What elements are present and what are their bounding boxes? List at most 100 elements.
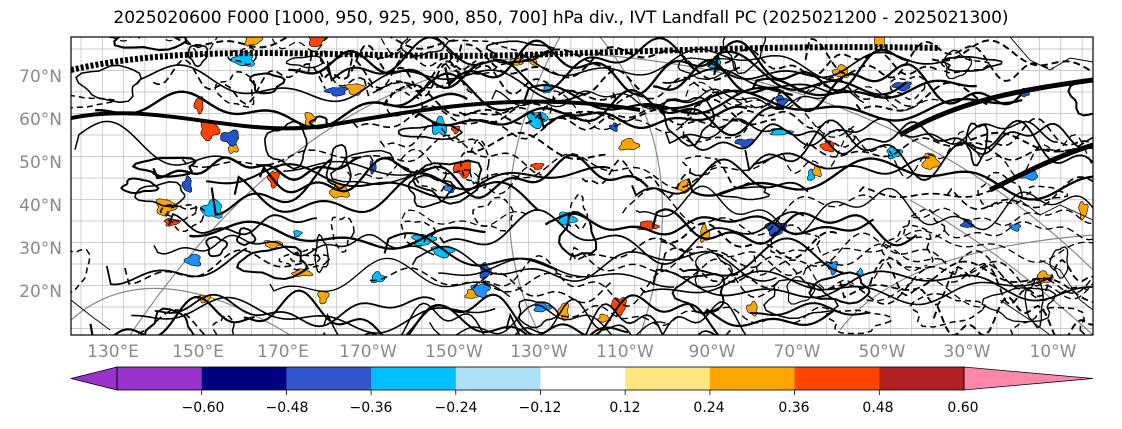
ivt-contour-solid [651, 208, 918, 247]
ivt-contour-solid [662, 67, 835, 95]
divergence-patch [608, 122, 619, 132]
lat-label-20n: 20°N [19, 282, 62, 302]
lon-label-90w: 90°W [688, 342, 736, 362]
ivt-contour-closed [235, 227, 257, 246]
ivt-contour-dashed [839, 260, 1093, 303]
ivt-contour-closed [518, 298, 559, 329]
jet-band [71, 99, 641, 131]
ivt-contour-dashed [124, 249, 305, 285]
ivt-contour-dashed [401, 209, 531, 227]
ivt-contour-dashed [382, 83, 617, 125]
lat-label-70n: 70°N [19, 67, 62, 87]
ivt-contour-dashed-closed [889, 75, 926, 101]
divergence-patch [618, 137, 641, 151]
ivt-contour-solid [269, 257, 511, 298]
ivt-contour-dashed [686, 98, 776, 126]
ivt-contour-dashed-closed [902, 208, 946, 241]
ivt-contour-dashed [943, 221, 1093, 241]
ivt-contour-closed [325, 144, 352, 190]
lat-label-40n: 40°N [19, 196, 62, 216]
ivt-contour-dashed [817, 229, 1093, 264]
ivt-contour-closed [235, 245, 309, 281]
ivt-contour-dashed-closed [71, 94, 115, 109]
ivt-contour-solid [664, 117, 1058, 147]
ivt-contour-solid [678, 237, 844, 277]
ivt-contour-closed [943, 49, 973, 80]
ivt-contour-solid [95, 90, 468, 130]
divergence-patch [597, 313, 612, 323]
ivt-contour-closed [1024, 276, 1044, 329]
ivt-contour-solid [322, 298, 747, 335]
ivt-contour-dashed-closed [459, 138, 490, 189]
ivt-contour-dashed [152, 58, 327, 105]
lon-label-150w: 150°W [425, 342, 483, 362]
colorbar-segment [117, 367, 203, 390]
ivt-contour-closed [558, 210, 598, 258]
ivt-contour-dashed [866, 277, 987, 308]
ivt-contour-closed [187, 44, 208, 68]
colorbar-tick--0.60: −0.60 [181, 400, 225, 416]
ivt-contour-solid [639, 270, 1053, 306]
ivt-contour-closed [143, 307, 196, 335]
coastline [71, 299, 111, 331]
ivt-contour-solid [652, 59, 1022, 113]
lon-label-150e: 150°E [172, 342, 224, 362]
divergence-patch [323, 87, 349, 97]
ivt-contour-solid [505, 303, 731, 335]
ivt-contour-dashed [855, 81, 989, 112]
ivt-contour-closed [722, 37, 766, 75]
ivt-contour-closed [120, 177, 160, 195]
ivt-contour-dashed-closed [400, 220, 437, 248]
ivt-contour-solid [383, 232, 557, 271]
ivt-contour-solid [326, 37, 697, 92]
ivt-contour-dashed [724, 47, 938, 77]
ivt-contour-dashed-closed [879, 224, 934, 270]
colorbar-segment [794, 367, 880, 390]
ivt-contour-closed [662, 96, 715, 147]
colorbar-segment [201, 367, 287, 390]
ivt-contour-closed [1067, 78, 1093, 117]
jet-band [988, 142, 1093, 193]
ivt-contour-solid [538, 89, 784, 137]
ivt-contour-closed [717, 186, 771, 201]
great-circle-arc [129, 53, 1093, 335]
ivt-contour-dashed [571, 237, 757, 269]
ivt-contour-solid [154, 293, 436, 328]
ivt-contour-dashed-closed [413, 161, 448, 192]
ivt-contour-solid [749, 302, 870, 317]
ivt-contour-closed [134, 180, 186, 208]
divergence-patch [819, 140, 835, 153]
divergence-patch [183, 253, 202, 267]
ivt-contour-closed [249, 72, 286, 95]
ivt-contour-solid [439, 209, 805, 265]
ivt-contour-dashed-closed [1009, 306, 1087, 335]
lon-label-50w: 50°W [858, 342, 906, 362]
positive-ivt-contours [71, 37, 1093, 335]
ivt-contour-closed [677, 57, 737, 81]
lon-label-130w: 130°W [510, 342, 568, 362]
ivt-contour-dashed [728, 255, 1089, 305]
colorbar-segment [286, 367, 372, 390]
colorbar-over-arrow [963, 366, 1094, 391]
colorbar-tick--0.36: −0.36 [349, 400, 393, 416]
colorbar-tick-0.36: 0.36 [778, 400, 810, 416]
ivt-contour-solid [429, 304, 666, 335]
ivt-contour-solid [131, 296, 496, 334]
ivt-contour-solid [376, 72, 514, 112]
lon-label-70w: 70°W [773, 342, 821, 362]
ivt-contour-solid [744, 119, 1093, 182]
ivt-contour-solid [491, 88, 865, 110]
ivt-contour-closed [75, 64, 143, 104]
colorbar-segment [455, 367, 541, 390]
ivt-contour-closed [314, 233, 329, 274]
map-title: 2025020600 F000 [1000, 950, 925, 900, 85… [113, 8, 1009, 28]
ivt-contour-solid [635, 185, 1093, 236]
lon-label-130e: 130°E [87, 342, 139, 362]
ivt-contour-solid [89, 295, 255, 335]
ivt-contour-closed [671, 273, 726, 315]
ivt-contour-dashed-closed [681, 155, 720, 177]
colorbar-segment [709, 367, 796, 390]
ivt-contour-solid [233, 172, 540, 214]
divergence-patch [450, 125, 461, 135]
ivt-contour-dashed [363, 60, 477, 97]
